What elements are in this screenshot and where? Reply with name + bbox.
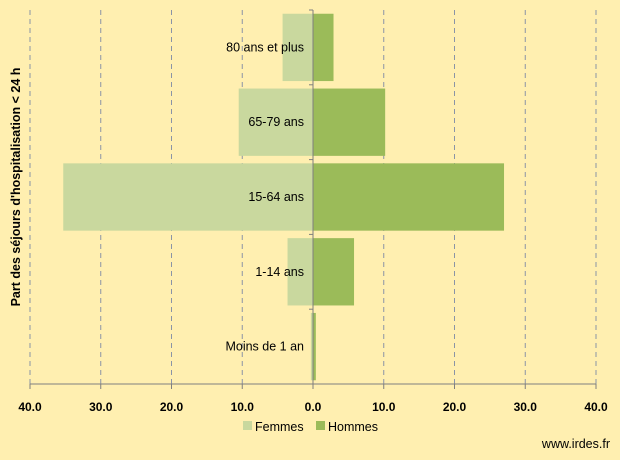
category-labels: 80 ans et plus 65-79 ans 15-64 ans 1-14 ans…	[225, 40, 304, 353]
bar-hommes-4	[313, 312, 316, 381]
x-tick-label: 20.0	[160, 400, 184, 414]
x-tick-label: 30.0	[89, 400, 113, 414]
legend-swatch-femmes	[243, 421, 252, 430]
x-tick-label: 40.0	[18, 400, 42, 414]
bar-hommes-1	[313, 88, 386, 156]
x-tick-label: 20.0	[443, 400, 467, 414]
x-axis: 40.0 30.0 20.0 10.0 0.0 10.0 20.0 30.0 40.0	[18, 9, 608, 414]
category-label: 15-64 ans	[248, 190, 304, 204]
x-tick-label: 40.0	[584, 400, 608, 414]
legend-label-hommes: Hommes	[328, 420, 378, 434]
category-label: 1-14 ans	[255, 265, 304, 279]
category-label: Moins de 1 an	[225, 340, 304, 354]
bar-hommes-2	[313, 163, 505, 231]
category-label: 80 ans et plus	[226, 40, 304, 54]
bar-hommes-0	[313, 13, 334, 82]
bar-femmes-0	[282, 13, 313, 82]
bar-femmes-3	[287, 238, 313, 306]
bar-femmes-2	[63, 163, 313, 231]
bar-femmes-4	[310, 312, 313, 381]
x-tick-label: 10.0	[372, 400, 396, 414]
y-axis-label: Part des séjours d'hospitalisation < 24 …	[9, 68, 23, 307]
x-tick-label: 10.0	[231, 400, 255, 414]
x-tick-label: 30.0	[514, 400, 538, 414]
bar-hommes-3	[313, 238, 355, 306]
legend-label-femmes: Femmes	[255, 420, 304, 434]
bar-femmes-1	[238, 88, 313, 156]
legend-swatch-hommes	[316, 421, 325, 430]
legend: Femmes Hommes	[243, 420, 378, 434]
source-credit: www.irdes.fr	[541, 437, 610, 451]
category-label: 65-79 ans	[248, 115, 304, 129]
bars	[63, 13, 505, 381]
x-tick-label: 0.0	[305, 400, 322, 414]
